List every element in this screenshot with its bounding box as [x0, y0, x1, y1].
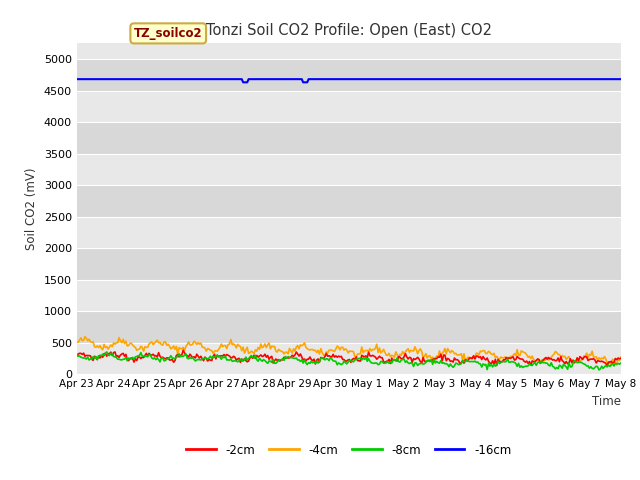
Bar: [77, 343, 621, 374]
X-axis label: Time: Time: [592, 395, 621, 408]
Bar: [77, 59, 621, 91]
Bar: [77, 185, 621, 216]
Bar: [77, 216, 621, 248]
Bar: [77, 154, 621, 185]
Legend: -2cm, -4cm, -8cm, -16cm: -2cm, -4cm, -8cm, -16cm: [182, 439, 516, 461]
Bar: [77, 91, 621, 122]
Bar: [77, 312, 621, 343]
Bar: [77, 122, 621, 154]
Text: TZ_soilco2: TZ_soilco2: [134, 27, 202, 40]
Title: Tonzi Soil CO2 Profile: Open (East) CO2: Tonzi Soil CO2 Profile: Open (East) CO2: [206, 23, 492, 38]
Bar: [77, 248, 621, 280]
Y-axis label: Soil CO2 (mV): Soil CO2 (mV): [25, 168, 38, 250]
Bar: [77, 280, 621, 312]
